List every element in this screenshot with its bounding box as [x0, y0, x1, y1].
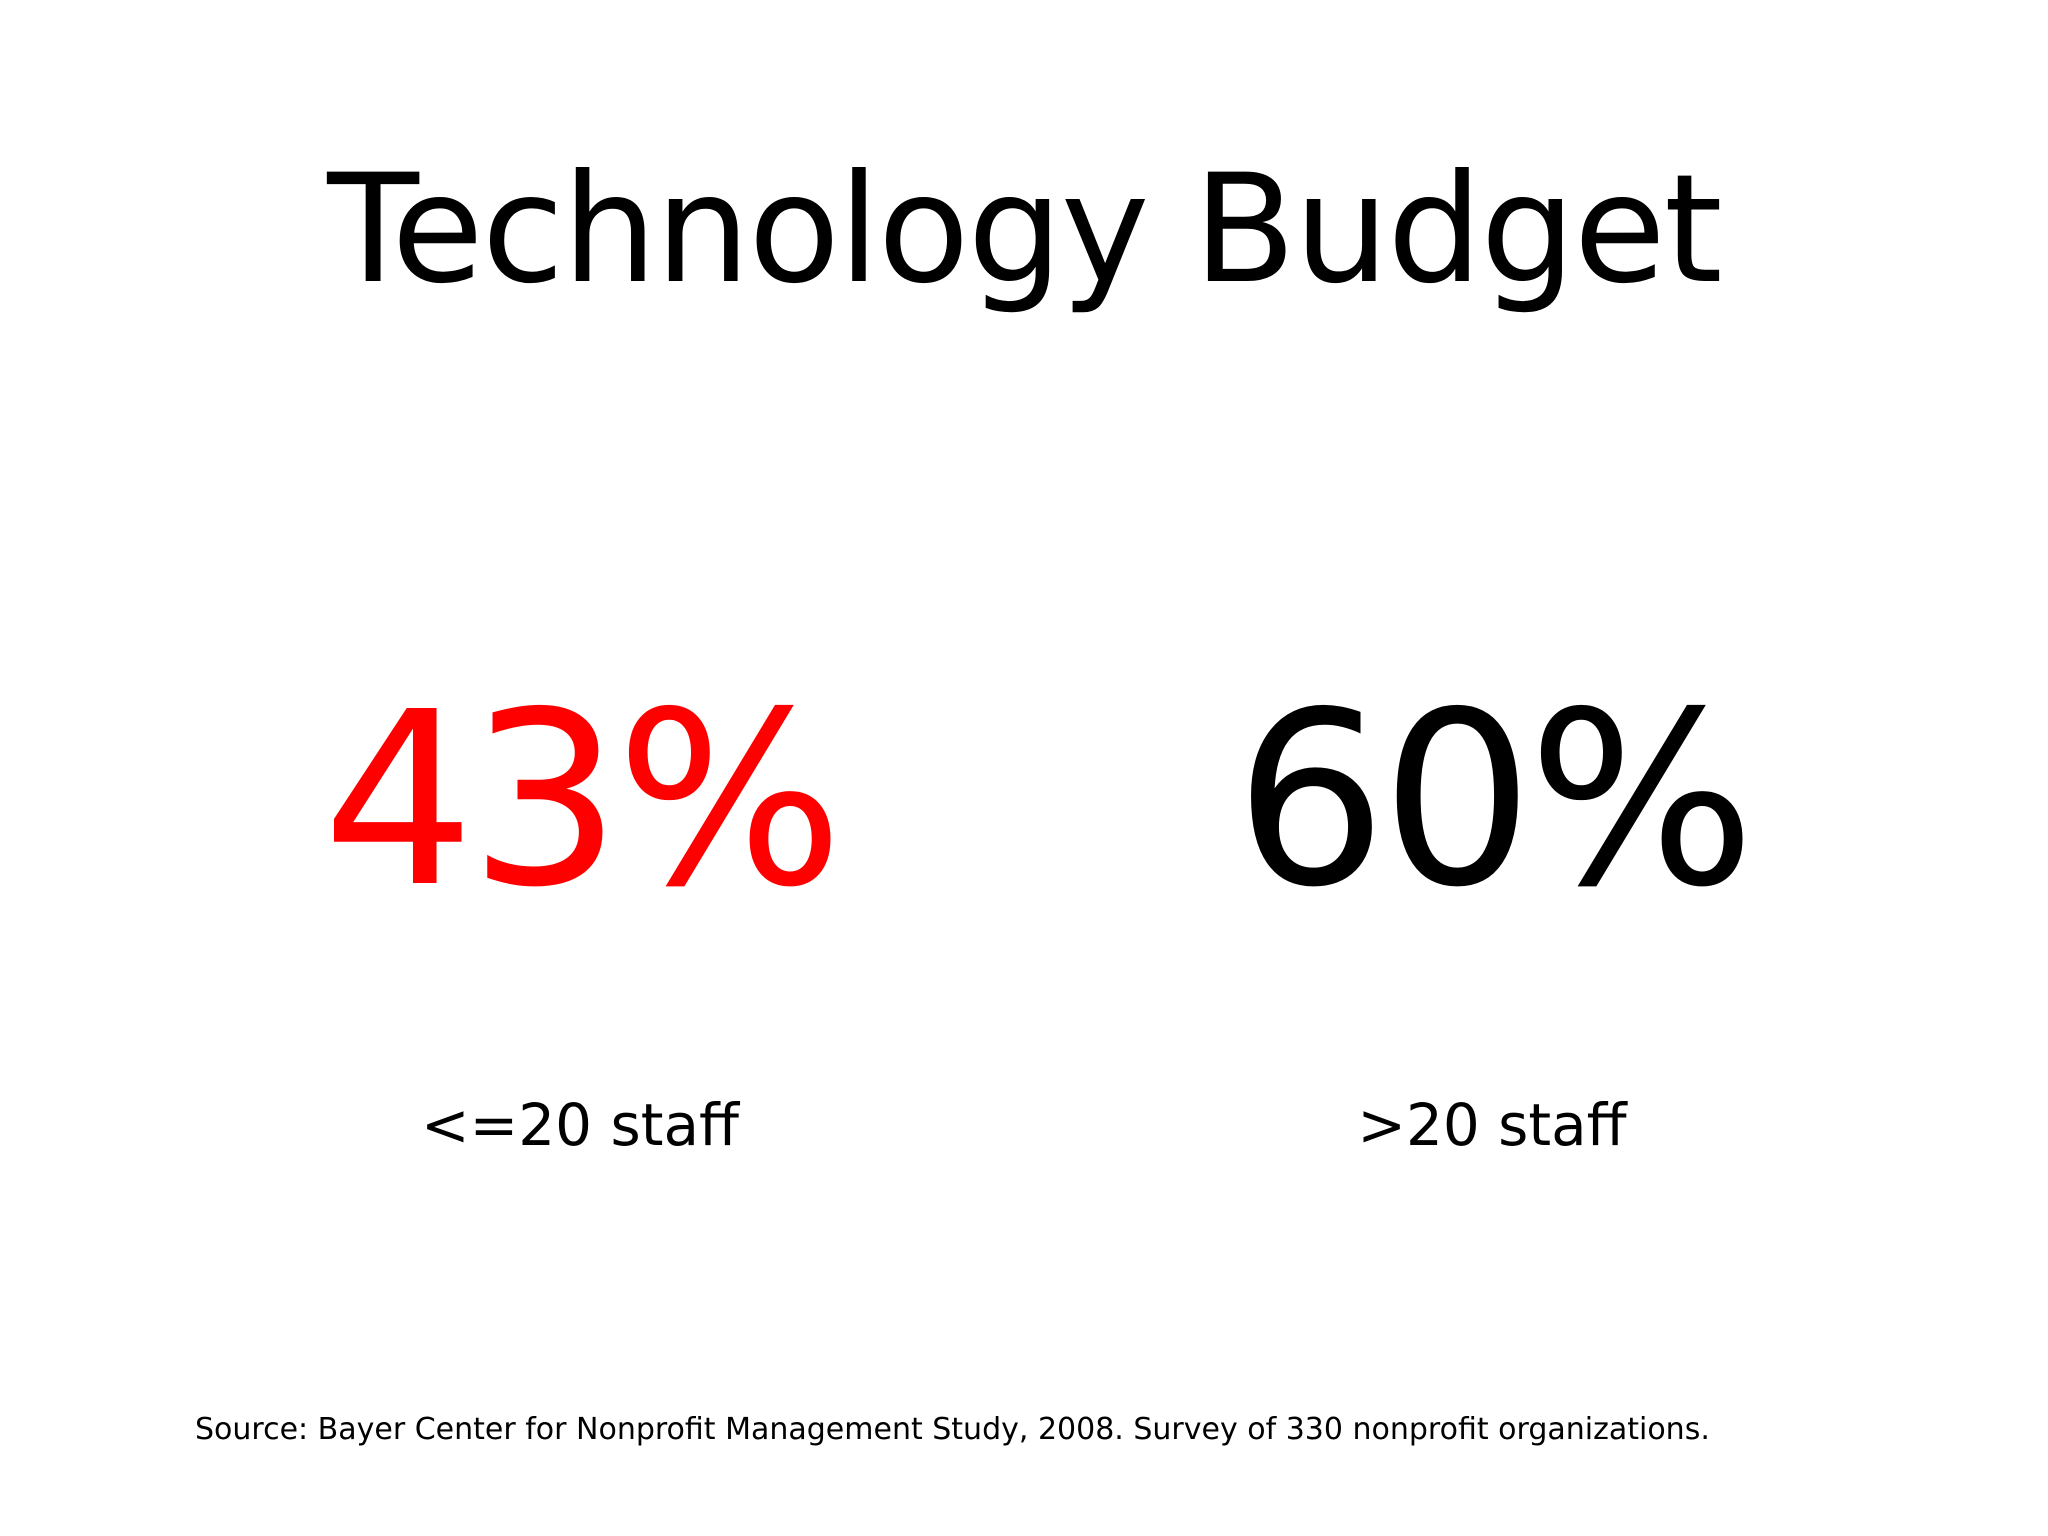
stat-label: >20 staff: [1357, 1091, 1627, 1159]
slide-title: Technology Budget: [327, 143, 1722, 317]
stat-value: 60%: [1234, 660, 1755, 940]
source-note: Source: Bayer Center for Nonprofit Manag…: [195, 1412, 1710, 1447]
stat-label: <=20 staff: [421, 1091, 739, 1159]
stat-value: 43%: [322, 660, 843, 940]
